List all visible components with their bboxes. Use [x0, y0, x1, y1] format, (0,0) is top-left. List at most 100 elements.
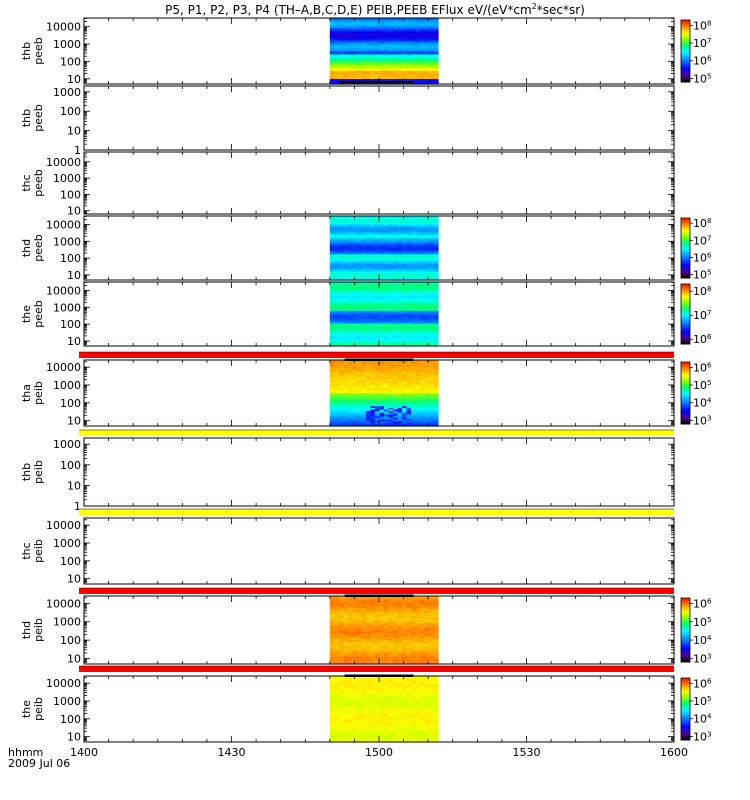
x-tick-label: 1530: [513, 746, 541, 759]
colorbar-tick-label: 104: [693, 713, 712, 726]
panel-frame: [83, 151, 675, 215]
y-tick-label: 10: [67, 573, 81, 586]
title-text-end: *sec*sr): [537, 3, 585, 17]
y-tick-label: 10: [67, 125, 81, 138]
panel-probe-label: the: [20, 700, 33, 718]
panel-thb-peeb: 1000 100 10 1 thb peeb: [20, 85, 675, 157]
y-axis: 10000 1000 100 10: [46, 519, 674, 586]
colorbar-tick-label: 107: [693, 309, 711, 322]
colorbar-tick-label: 107: [693, 234, 711, 247]
panel-species-label: peeb: [32, 104, 45, 132]
colorbar: 108 107 106 105: [680, 217, 712, 282]
colorbar-tick-label: 105: [693, 72, 711, 85]
panel-probe-label: the: [20, 305, 33, 323]
colorbar-tick-label: 104: [693, 397, 712, 410]
y-tick-label: 10000: [46, 677, 81, 690]
colorbar-tick-label: 103: [693, 652, 711, 665]
y-tick-label: 10: [67, 479, 81, 492]
y-tick-label: 1000: [53, 235, 81, 248]
x-tick-label: 1430: [218, 746, 246, 759]
panel-probe-label: thb: [20, 109, 33, 127]
y-tick-label: 10000: [46, 361, 81, 374]
panel-frame: [83, 517, 675, 585]
y-axis: 1000 100 10 1: [53, 438, 674, 513]
panel-thc-peeb: 10000 1000 100 10 thc peeb: [20, 151, 675, 218]
colorbar-tick-label: 103: [693, 730, 711, 743]
y-axis: 10000 1000 100 10: [46, 215, 674, 282]
status-bar: [79, 666, 674, 672]
spectrogram: [329, 18, 439, 85]
colorbar-tick-label: 104: [693, 634, 712, 647]
y-tick-label: 10: [67, 335, 81, 348]
panel-species-label: peeb: [32, 37, 45, 65]
status-bar: [79, 352, 674, 358]
panel-tha-peib: 10000 1000 100 10 tha peib 106 105 104 103: [20, 351, 712, 428]
panel-probe-label: thc: [20, 542, 33, 559]
panel-species-label: peeb: [32, 234, 45, 262]
title-superscript: 2: [532, 2, 537, 11]
title-text: P5, P1, P2, P3, P4 (TH–A,B,C,D,E) PEIB,P…: [165, 3, 532, 17]
y-tick-label: 10: [67, 205, 81, 218]
spectrogram: [329, 596, 439, 665]
quality-flag: [339, 81, 414, 83]
y-tick-label: 1000: [53, 379, 81, 392]
colorbar-tick-label: 105: [693, 379, 711, 392]
y-tick-label: 10000: [46, 156, 81, 169]
y-tick-label: 1: [74, 500, 81, 513]
y-tick-label: 10: [67, 652, 81, 665]
y-axis: 10000 1000 100 10: [46, 597, 674, 665]
panel-frame: [83, 437, 675, 507]
colorbar-tick-label: 108: [693, 285, 711, 298]
y-tick-label: 10: [67, 269, 81, 282]
y-tick-label: 1000: [53, 172, 81, 185]
panel-probe-label: tha: [20, 384, 33, 402]
y-tick-label: 1000: [53, 301, 81, 314]
colorbar-tick-label: 106: [693, 677, 712, 690]
panel-probe-label: thd: [20, 621, 33, 639]
status-bar: [79, 430, 674, 436]
status-bar: [79, 588, 674, 594]
colorbar-tick-label: 108: [693, 217, 711, 230]
colorbar-tick-label: 106: [693, 361, 712, 374]
panel-the-peib: 10000 1000 100 10 the peib 106 105 104 103: [20, 665, 712, 744]
status-bar: [79, 509, 674, 515]
panel-probe-label: thb: [20, 42, 33, 60]
spectrogram: [329, 282, 439, 347]
y-axis: 10000 1000 100 10: [46, 281, 674, 348]
colorbar-tick-label: 106: [693, 251, 712, 264]
panel-probe-label: thd: [20, 239, 33, 257]
y-tick-label: 1000: [53, 86, 81, 99]
spectrogram: [329, 676, 439, 743]
y-tick-label: 100: [60, 55, 81, 68]
y-tick-label: 100: [60, 397, 81, 410]
x-tick-label: 1500: [365, 746, 393, 759]
y-axis: 1000 100 10 1: [53, 86, 674, 157]
panel-thc-peib: 10000 1000 100 10 thc peib: [20, 508, 675, 586]
x-axis-date: 2009 Jul 06: [8, 757, 70, 770]
panel-probe-label: thc: [20, 174, 33, 191]
colorbar-tick-label: 108: [693, 19, 711, 32]
panel-thb-peeb: 10000 1000 100 10 thb peeb 108 107 106 105: [20, 17, 712, 86]
panel-probe-label: thb: [20, 463, 33, 481]
colorbar-tick-label: 107: [693, 37, 711, 50]
colorbar-tick-label: 106: [693, 597, 712, 610]
y-tick-label: 10: [67, 731, 81, 744]
colorbar: 106 105 104 103: [680, 677, 712, 743]
y-axis: 10000 1000 100 10: [46, 361, 674, 428]
y-tick-label: 100: [60, 713, 81, 726]
y-tick-label: 100: [60, 459, 81, 472]
y-tick-label: 100: [60, 555, 81, 568]
y-axis: 10000 1000 100 10: [46, 17, 674, 86]
panel-species-label: peib: [32, 697, 45, 721]
y-tick-label: 10000: [46, 284, 81, 297]
colorbar-tick-label: 106: [693, 333, 712, 346]
panel-species-label: peib: [32, 460, 45, 484]
y-tick-label: 100: [60, 188, 81, 201]
y-tick-label: 10000: [46, 218, 81, 231]
colorbar: 106 105 104 103: [680, 597, 712, 665]
x-tick-label: 1600: [660, 746, 688, 759]
y-tick-label: 100: [60, 318, 81, 331]
panel-the-peeb: 10000 1000 100 10 the peeb 108 107 106: [20, 281, 712, 348]
